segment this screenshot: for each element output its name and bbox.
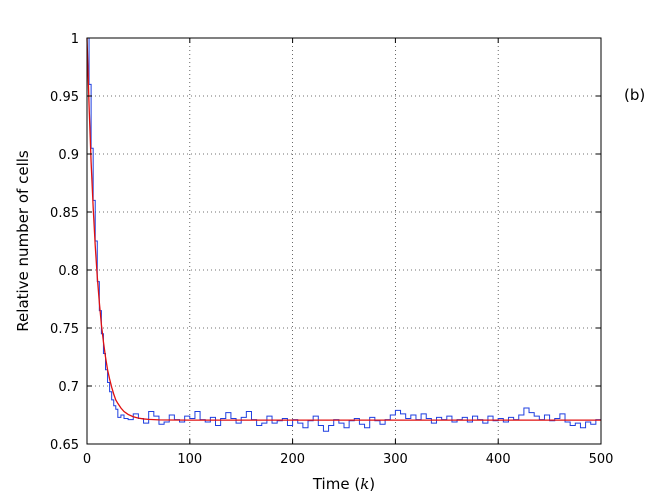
y-tick-label: 0.8: [58, 264, 79, 279]
x-tick-label: 0: [83, 452, 91, 467]
y-tick-label: 0.75: [50, 322, 79, 337]
y-tick-label: 0.85: [50, 206, 79, 221]
y-tick-label: 0.9: [58, 148, 79, 163]
panel-label: (b): [624, 86, 645, 104]
y-axis-title: Relative number of cells: [14, 150, 32, 332]
x-axis-title-close: ): [369, 475, 375, 493]
x-axis-title: Time (k): [312, 475, 375, 493]
x-tick-label: 100: [177, 452, 202, 467]
x-tick-label: 300: [383, 452, 408, 467]
model-curve: [86, 37, 601, 421]
x-axis-title-text: Time (: [312, 475, 360, 493]
grid: [87, 38, 601, 444]
y-tick-label: 0.7: [58, 380, 79, 395]
simulation-curve: [87, 37, 602, 432]
series-layer: [86, 37, 602, 432]
x-tick-label: 400: [486, 452, 511, 467]
y-tick-label: 0.65: [50, 438, 79, 453]
y-tick-label: 0.95: [50, 90, 79, 105]
plot-frame: [86, 37, 602, 445]
ticks: 0 100 200 300 400 500 0.65 0.7 0.75 0.8 0.85 0.9 0.9…: [50, 32, 613, 467]
x-tick-label: 500: [589, 452, 614, 467]
x-axis-title-variable: k: [360, 475, 369, 493]
x-tick-label: 200: [280, 452, 305, 467]
y-tick-label: 1: [71, 32, 79, 47]
